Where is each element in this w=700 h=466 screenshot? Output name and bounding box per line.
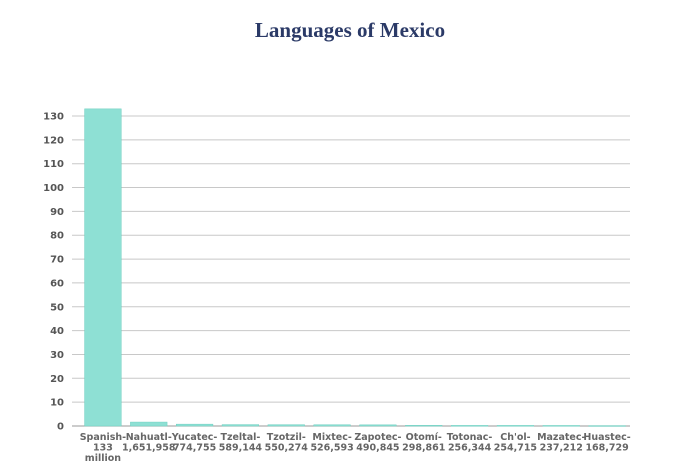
x-tick-label-line: 256,344 — [448, 443, 492, 454]
y-tick-label: 30 — [50, 350, 64, 361]
x-tick-label: Huastec-168,729 — [583, 432, 630, 454]
bars — [84, 108, 626, 427]
y-tick-label: 50 — [50, 302, 64, 313]
y-tick-label: 20 — [50, 374, 64, 385]
x-tick-label-line: Yucatec- — [171, 432, 218, 443]
x-tick-label-line: 1,651,958 — [122, 443, 176, 454]
y-tick-label: 0 — [57, 422, 64, 433]
x-tick-label-line: Tzeltal- — [220, 432, 260, 443]
x-tick-label: Spanish-133 million — [80, 432, 126, 464]
bar — [496, 425, 535, 427]
x-tick-label-line: Nahuatl- — [126, 432, 172, 443]
bar — [84, 108, 122, 427]
x-tick-label: Ch'ol-254,715 — [494, 432, 537, 454]
x-tick-label: Nahuatl-1,651,958 — [122, 432, 176, 454]
y-tick-label: 130 — [43, 112, 64, 123]
x-tick-label: Mixtec-526,593 — [310, 432, 353, 454]
x-tick-label-line: Mazatec- — [537, 432, 585, 443]
x-tick-label-line: Huastec- — [583, 432, 630, 443]
bar — [313, 424, 351, 427]
x-tick-label: Otomí-298,861 — [402, 432, 445, 454]
bar — [359, 424, 397, 427]
y-tick-label: 80 — [50, 231, 64, 242]
bar — [130, 421, 168, 427]
chart-title: Languages of Mexico — [254, 18, 446, 42]
bar — [588, 425, 626, 427]
y-tick-label: 70 — [50, 255, 64, 266]
x-tick-label: Tzeltal-589,144 — [219, 432, 263, 454]
bar — [405, 425, 443, 427]
x-tick-label-line: 774,755 — [173, 443, 216, 454]
x-tick-label-line: 550,274 — [265, 443, 309, 454]
x-tick-label-line: Spanish- — [80, 432, 126, 443]
bar — [267, 424, 305, 427]
y-axis: 0 10 20 30 40 50 60 70 80 90 100 110 120 130 — [43, 112, 64, 433]
bar — [451, 425, 489, 427]
x-tick-label-line: Otomí- — [406, 432, 442, 443]
x-tick-label-line: Ch'ol- — [500, 432, 530, 443]
x-tick-label-line: 133 — [93, 443, 113, 454]
x-tick-label: Totonac-256,344 — [447, 432, 493, 454]
y-tick-label: 110 — [43, 159, 64, 170]
x-tick-label-line: 589,144 — [219, 443, 263, 454]
x-tick-label: Zapotec-490,845 — [354, 432, 401, 454]
gridlines — [72, 115, 630, 427]
x-tick-label-line: 254,715 — [494, 443, 537, 454]
x-tick-label-line: Tzotzil- — [267, 432, 306, 443]
x-tick-label: Tzotzil-550,274 — [265, 432, 309, 454]
x-tick-label-line: 298,861 — [402, 443, 445, 454]
x-tick-label-line: million — [85, 453, 121, 464]
x-tick-label: Yucatec-774,755 — [171, 432, 218, 454]
y-tick-label: 40 — [50, 326, 64, 337]
x-tick-label-line: 168,729 — [585, 443, 628, 454]
x-tick-label-line: 237,212 — [540, 443, 583, 454]
x-tick-label-line: 490,845 — [356, 443, 399, 454]
bar — [542, 425, 580, 427]
x-tick-label-line: Totonac- — [447, 432, 493, 443]
bar — [176, 423, 214, 427]
y-tick-label: 90 — [50, 207, 64, 218]
x-tick-label-line: Mixtec- — [312, 432, 351, 443]
y-tick-label: 60 — [50, 278, 64, 289]
x-tick-label-line: Zapotec- — [354, 432, 401, 443]
y-tick-label: 10 — [50, 398, 64, 409]
y-tick-label: 120 — [43, 135, 64, 146]
x-tick-label: Mazatec-237,212 — [537, 432, 585, 454]
y-tick-label: 100 — [43, 183, 64, 194]
bar — [221, 424, 259, 427]
x-axis: Spanish-133 millionNahuatl-1,651,958Yucat… — [80, 432, 631, 464]
x-tick-label-line: 526,593 — [310, 443, 353, 454]
